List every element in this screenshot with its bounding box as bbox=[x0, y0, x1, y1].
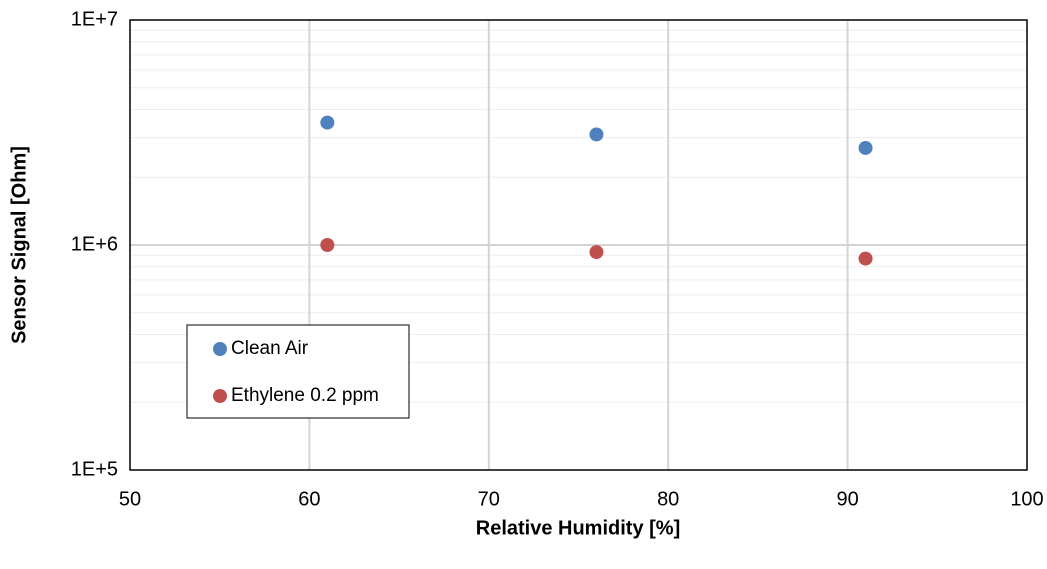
legend-marker bbox=[213, 389, 227, 403]
x-tick-label: 80 bbox=[657, 488, 679, 510]
x-tick-label: 100 bbox=[1010, 488, 1043, 510]
y-axis-ticks: 1E+5 1E+6 1E+7 bbox=[71, 8, 118, 480]
x-tick-label: 90 bbox=[836, 488, 858, 510]
data-point bbox=[320, 238, 335, 252]
legend: Clean Air Ethylene 0.2 ppm bbox=[186, 324, 410, 419]
data-point bbox=[320, 115, 335, 130]
x-axis-ticks: 50 60 70 80 90 100 bbox=[119, 488, 1044, 510]
legend-label: Clean Air bbox=[231, 338, 309, 359]
x-tick-label: 70 bbox=[478, 488, 500, 510]
data-point bbox=[589, 127, 604, 142]
y-tick-label: 1E+6 bbox=[71, 233, 118, 255]
plot-frame bbox=[129, 19, 1028, 471]
x-tick-label: 50 bbox=[119, 488, 141, 510]
legend-label: Ethylene 0.2 ppm bbox=[231, 385, 379, 406]
legend-marker bbox=[213, 342, 227, 356]
x-axis-title: Relative Humidity [%] bbox=[476, 517, 680, 539]
legend-box bbox=[186, 324, 410, 419]
grid-layer bbox=[130, 20, 1027, 470]
data-point bbox=[589, 245, 604, 260]
legend-items: Clean Air Ethylene 0.2 ppm bbox=[213, 338, 379, 406]
data-point bbox=[858, 140, 873, 155]
y-tick-label: 1E+7 bbox=[71, 8, 118, 30]
y-axis-title: Sensor Signal [Ohm] bbox=[8, 146, 30, 344]
y-tick-label: 1E+5 bbox=[71, 458, 118, 480]
data-points bbox=[320, 115, 873, 266]
x-tick-label: 60 bbox=[298, 488, 320, 510]
data-point bbox=[858, 251, 873, 266]
